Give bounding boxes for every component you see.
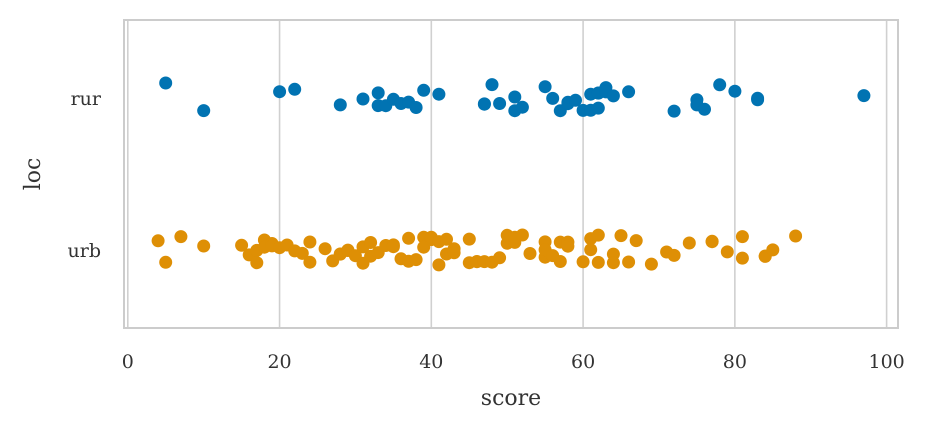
point-rur xyxy=(713,78,727,92)
point-urb xyxy=(386,240,400,254)
point-urb xyxy=(622,255,636,269)
x-tick-label: 80 xyxy=(723,351,747,373)
point-urb xyxy=(644,257,658,271)
x-axis-title: score xyxy=(481,386,541,411)
point-urb xyxy=(303,235,317,249)
point-urb xyxy=(493,251,507,265)
point-urb xyxy=(235,238,249,252)
point-rur xyxy=(667,104,681,118)
point-rur xyxy=(857,89,871,103)
plot-frame xyxy=(123,19,899,329)
point-urb xyxy=(576,255,590,269)
point-rur xyxy=(159,76,173,90)
x-tick-label: 20 xyxy=(267,351,291,373)
x-tick-label: 60 xyxy=(571,351,595,373)
point-rur xyxy=(356,92,370,106)
point-rur xyxy=(698,102,711,116)
point-rur xyxy=(591,101,605,115)
point-urb xyxy=(720,245,734,259)
point-urb xyxy=(584,243,598,257)
point-urb xyxy=(705,234,719,248)
point-urb xyxy=(561,239,575,253)
labels-layer: 0 20 40 60 80 100 rur urb xyxy=(68,88,905,373)
point-urb xyxy=(462,232,476,246)
point-urb xyxy=(159,255,173,269)
point-rur xyxy=(432,87,446,101)
point-rur xyxy=(606,89,620,103)
point-rur xyxy=(569,93,582,107)
points-layer xyxy=(151,76,871,272)
point-urb xyxy=(409,253,423,267)
point-rur xyxy=(197,104,211,118)
x-tick-label: 40 xyxy=(419,351,443,373)
point-rur xyxy=(409,101,423,114)
x-tick-label: 0 xyxy=(122,351,134,373)
point-urb xyxy=(591,255,605,269)
point-urb xyxy=(197,239,211,253)
point-urb xyxy=(682,236,696,250)
point-urb xyxy=(591,228,605,242)
point-rur xyxy=(288,82,302,96)
point-urb xyxy=(735,230,749,244)
point-urb xyxy=(766,243,780,257)
point-rur xyxy=(546,91,560,105)
point-urb xyxy=(667,248,681,262)
point-rur xyxy=(538,80,552,94)
point-rur xyxy=(751,91,765,105)
point-urb xyxy=(440,232,453,246)
y-tick-label-rur: rur xyxy=(71,88,102,110)
point-urb xyxy=(250,256,264,270)
point-urb xyxy=(432,258,446,272)
point-urb xyxy=(402,231,416,245)
point-urb xyxy=(523,247,537,260)
point-urb xyxy=(318,242,332,256)
point-urb xyxy=(614,229,628,243)
point-rur xyxy=(371,86,385,100)
point-rur xyxy=(493,97,507,110)
point-urb xyxy=(735,251,749,265)
point-rur xyxy=(477,97,491,111)
point-urb xyxy=(515,228,529,242)
y-tick-label-urb: urb xyxy=(68,240,101,262)
point-rur xyxy=(485,78,499,92)
grid-layer xyxy=(126,20,888,328)
point-urb xyxy=(606,256,620,270)
point-urb xyxy=(174,230,188,244)
point-urb xyxy=(553,255,567,268)
point-urb xyxy=(447,246,461,260)
point-urb xyxy=(364,236,378,249)
point-urb xyxy=(789,229,803,243)
point-rur xyxy=(515,100,529,114)
point-urb xyxy=(303,255,317,269)
point-rur xyxy=(622,85,636,99)
point-rur xyxy=(333,98,347,112)
point-rur xyxy=(417,83,431,97)
point-urb xyxy=(151,234,165,248)
y-axis-title: loc xyxy=(21,158,46,191)
point-rur xyxy=(508,90,522,104)
point-urb xyxy=(629,234,643,248)
point-urb xyxy=(295,246,309,260)
point-rur xyxy=(728,84,742,98)
x-tick-label: 100 xyxy=(868,351,904,373)
point-rur xyxy=(273,85,287,99)
